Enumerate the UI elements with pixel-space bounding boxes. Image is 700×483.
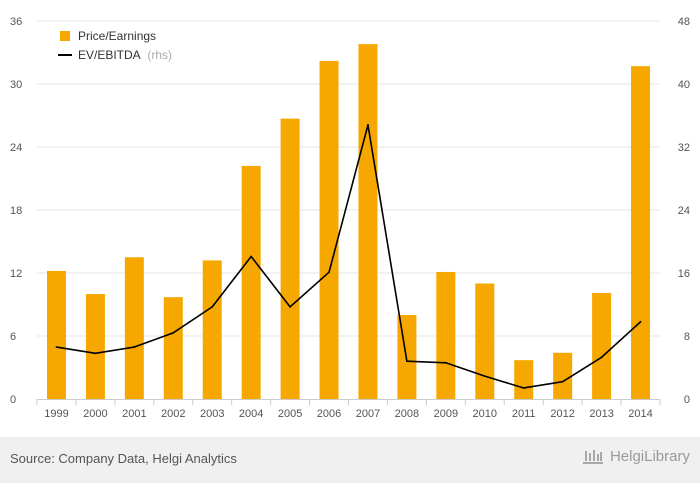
x-tick-label-2007: 2007: [356, 408, 380, 420]
library-building-icon: [582, 450, 603, 464]
line-point-2002: [172, 331, 175, 334]
line-point-2012: [561, 380, 564, 383]
x-tick-label-2013: 2013: [589, 408, 613, 420]
source-note: Source: Company Data, Helgi Analytics: [10, 451, 237, 466]
bar-2010: [475, 283, 495, 399]
line-series: [55, 124, 642, 389]
y-left-tick-label: 30: [10, 79, 22, 91]
y-left-tick-label: 36: [10, 16, 22, 28]
line-point-2003: [211, 305, 214, 308]
bar-2014: [631, 66, 651, 400]
brand-logo: HelgiLibrary: [582, 447, 690, 465]
bar-2006: [319, 60, 339, 400]
bar-series: [46, 44, 651, 400]
line-point-2007: [367, 124, 369, 126]
line-point-2010: [483, 375, 486, 378]
y-right-tick-label: 48: [678, 16, 690, 28]
bar-2013: [592, 292, 612, 399]
x-tick-label-2012: 2012: [550, 408, 574, 420]
footer-bar: Source: Company Data, Helgi Analytics He…: [0, 437, 700, 483]
bar-1999: [46, 270, 66, 399]
x-tick-label-2008: 2008: [395, 408, 419, 420]
x-tick-label-2005: 2005: [278, 408, 302, 420]
y-left-tick-label: 12: [10, 268, 22, 280]
bar-2012: [553, 352, 573, 399]
y-right-tick-label: 24: [678, 205, 690, 217]
line-point-2011: [522, 387, 525, 389]
bar-2007: [358, 44, 378, 399]
legend: Price/Earnings EV/EBITDA (rhs): [58, 29, 172, 62]
bar-2005: [280, 118, 300, 400]
x-tick-label-2010: 2010: [473, 408, 497, 420]
y-right-tick-label: 40: [678, 79, 690, 91]
bar-2002: [163, 297, 183, 399]
line-point-2013: [600, 356, 603, 359]
combo-chart: 0 6 12 18 24 30 36 0 8 16 24 32 40 48 1999 2000 2001 2002…: [10, 16, 690, 420]
x-tick-label-2003: 2003: [200, 408, 224, 420]
x-tick-label-1999: 1999: [44, 408, 68, 420]
bar-2000: [85, 294, 105, 399]
legend-swatch-price-earnings: [60, 31, 70, 41]
x-tick-label-2014: 2014: [628, 408, 652, 420]
legend-label-price-earnings: Price/Earnings: [78, 29, 156, 43]
line-point-2006: [328, 271, 330, 274]
legend-label-ev-ebitda: EV/EBITDA (rhs): [78, 48, 172, 62]
bar-2009: [436, 271, 456, 399]
line-point-2014: [639, 320, 642, 323]
bar-2004: [241, 165, 261, 399]
line-point-2005: [289, 305, 291, 308]
line-point-2001: [133, 346, 136, 348]
line-point-2009: [444, 361, 447, 364]
x-tick-label-2009: 2009: [434, 408, 458, 420]
line-point-2004: [250, 255, 253, 258]
y-right-tick-label: 8: [684, 331, 690, 343]
x-tick-label-2002: 2002: [161, 408, 185, 420]
line-point-2008: [406, 360, 408, 363]
y-right-tick-label: 32: [678, 142, 690, 154]
y-right-tick-label: 0: [684, 394, 690, 406]
bar-2011: [514, 360, 534, 399]
x-tick-label-2001: 2001: [122, 408, 146, 420]
x-tick-label-2011: 2011: [512, 408, 536, 420]
y-left-tick-label: 24: [10, 142, 22, 154]
axes: 0 6 12 18 24 30 36 0 8 16 24 32 40 48 1999 2000 2001 2002…: [10, 16, 690, 420]
brand-name: HelgiLibrary: [609, 447, 690, 465]
y-left-tick-label: 0: [10, 394, 16, 406]
x-tick-label-2004: 2004: [239, 408, 263, 420]
legend-label-ev-ebitda-suffix: (rhs): [147, 48, 172, 62]
x-tick-label-2006: 2006: [317, 408, 341, 420]
ev-ebitda-line: [56, 124, 642, 389]
y-right-tick-label: 16: [678, 268, 690, 280]
bar-2001: [124, 257, 144, 399]
x-tick-label-2000: 2000: [83, 408, 107, 420]
bar-2003: [202, 260, 222, 399]
y-left-tick-label: 6: [10, 331, 16, 343]
line-point-1999: [55, 346, 58, 348]
y-left-tick-label: 18: [10, 205, 22, 217]
line-point-2000: [94, 352, 97, 355]
legend-label-ev-ebitda-name: EV/EBITDA: [78, 48, 141, 62]
